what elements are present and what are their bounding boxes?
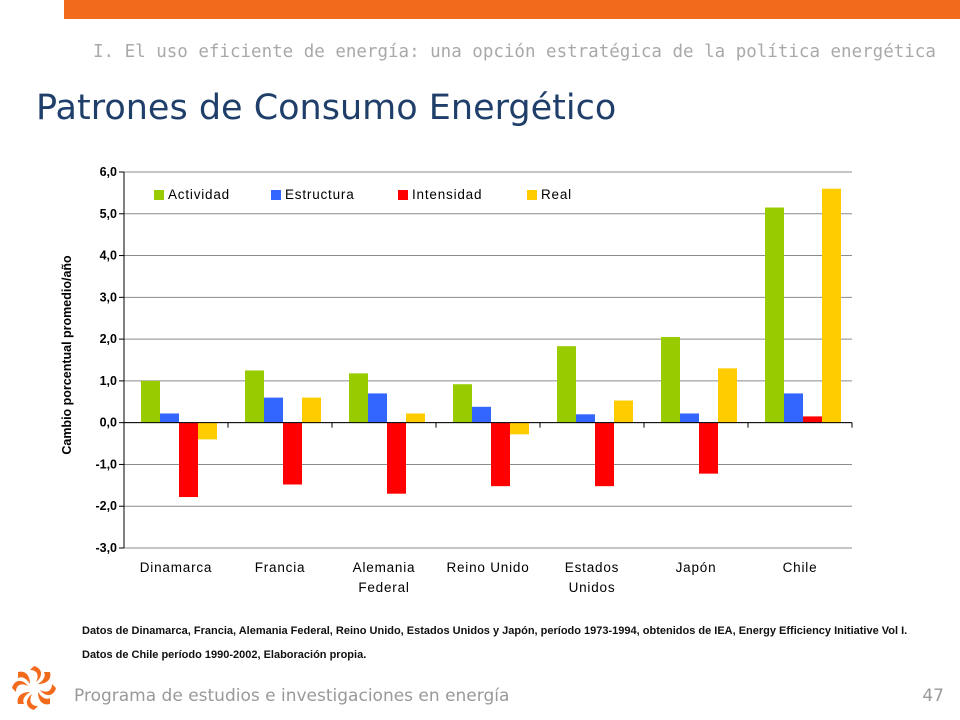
bar-intensidad (803, 416, 822, 423)
bar-intensidad (699, 422, 718, 474)
bar-intensidad (387, 422, 406, 494)
y-tick-label: 3,0 (100, 290, 117, 304)
y-tick-label: 5,0 (100, 207, 117, 221)
y-axis-label: Cambio porcentual promedio/año (60, 255, 74, 455)
bar-estructura (160, 413, 179, 423)
legend-label-estructura: Estructura (285, 187, 355, 202)
y-tick-label: 0,0 (100, 416, 117, 430)
bar-intensidad (595, 422, 614, 487)
bar-actividad (453, 384, 472, 423)
legend-swatch-real (527, 190, 537, 200)
footnotes: Datos de Dinamarca, Francia, Alemania Fe… (82, 624, 918, 672)
bar-real (614, 400, 633, 423)
footnote-1: Datos de Dinamarca, Francia, Alemania Fe… (82, 625, 908, 637)
bar-intensidad (179, 422, 198, 498)
y-tick-label: 1,0 (100, 374, 117, 388)
bar-real (718, 368, 737, 423)
bar-real (198, 422, 217, 440)
bar-actividad (141, 380, 160, 423)
bar-real (302, 397, 321, 423)
bar-intensidad (283, 422, 302, 485)
bar-estructura (784, 393, 803, 423)
bar-actividad (557, 346, 576, 423)
bar-estructura (576, 414, 595, 423)
legend-label-real: Real (541, 187, 572, 202)
bar-actividad (661, 337, 680, 423)
bar-estructura (368, 393, 387, 423)
bar-chart: 6,0 5,0 4,0 3,0 2,0 1,0 0,0 -1,0 -2,0 -3,0 Dinamar… (60, 165, 853, 595)
y-tick-label: -2,0 (95, 499, 117, 513)
y-tick-label: -3,0 (95, 541, 117, 555)
x-category-label: Reino Unido (446, 560, 529, 575)
bar-estructura (264, 397, 283, 423)
x-category-label: Japón (676, 560, 717, 575)
x-category-label: Alemania (353, 560, 416, 575)
y-tick-label: 4,0 (100, 249, 117, 263)
x-category-label: Chile (783, 560, 818, 575)
x-category-label: Unidos (569, 580, 616, 595)
x-category-label: Dinamarca (140, 560, 212, 575)
bar-intensidad (491, 422, 510, 487)
x-category-label: Federal (358, 580, 409, 595)
y-tick-label: -1,0 (95, 457, 117, 471)
page-number: 47 (922, 686, 944, 706)
section-subtitle: I. El uso eficiente de energía: una opci… (93, 42, 936, 62)
legend-swatch-estructura (271, 190, 281, 200)
bar-actividad (349, 373, 368, 423)
bar-actividad (245, 370, 264, 423)
bar-estructura (472, 406, 491, 423)
y-tick-label: 2,0 (100, 332, 117, 346)
bar-real (406, 413, 425, 423)
bar-real (510, 422, 529, 435)
footer-program-text: Programa de estudios e investigaciones e… (74, 686, 510, 706)
legend-label-actividad: Actividad (168, 187, 230, 202)
swirl-logo-icon (12, 666, 56, 710)
legend-label-intensidad: Intensidad (412, 187, 482, 202)
top-accent-bar (64, 0, 960, 19)
x-category-label: Francia (255, 560, 306, 575)
bar-estructura (680, 413, 699, 423)
legend-swatch-intensidad (398, 190, 408, 200)
bar-actividad (765, 207, 784, 423)
x-category-label: Estados (565, 560, 619, 575)
bar-real (822, 188, 841, 423)
page-title: Patrones de Consumo Energético (36, 88, 617, 128)
y-tick-label: 6,0 (100, 165, 117, 179)
footnote-2: Datos de Chile período 1990-2002, Elabor… (82, 649, 367, 661)
legend-swatch-actividad (154, 190, 164, 200)
